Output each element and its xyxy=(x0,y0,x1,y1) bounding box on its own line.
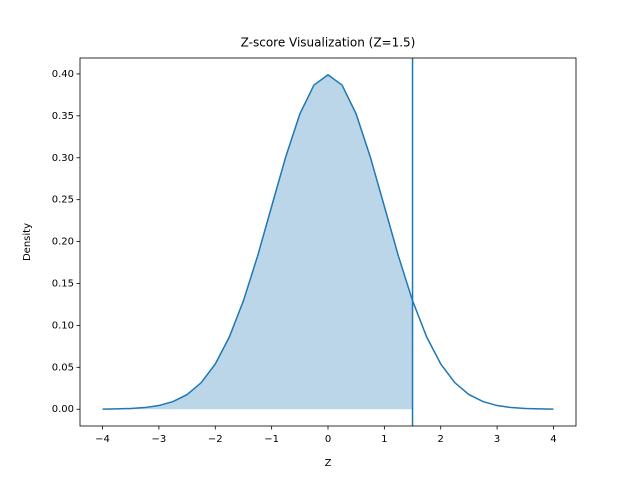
y-axis-label: Density xyxy=(22,223,33,261)
x-tick-label: −1 xyxy=(264,434,279,445)
x-tick-label: 2 xyxy=(438,434,444,445)
x-tick-label: −4 xyxy=(95,434,110,445)
y-tick-label: 0.35 xyxy=(52,111,74,122)
y-tick-label: 0.25 xyxy=(52,195,74,206)
y-tick-label: 0.20 xyxy=(52,237,74,248)
y-tick-label: 0.05 xyxy=(52,362,74,373)
x-tick-label: 3 xyxy=(494,434,500,445)
x-tick-label: 0 xyxy=(325,434,331,445)
y-tick-label: 0.30 xyxy=(52,153,74,164)
x-tick-label: −2 xyxy=(208,434,223,445)
y-tick-label: 0.40 xyxy=(52,69,74,80)
y-tick-label: 0.00 xyxy=(52,404,74,415)
shaded-area xyxy=(102,74,413,410)
y-tick-label: 0.15 xyxy=(52,278,74,289)
density-line xyxy=(102,73,554,410)
x-tick-label: −3 xyxy=(152,434,167,445)
y-tick-label: 0.10 xyxy=(52,320,74,331)
chart-title: Z-score Visualization (Z=1.5) xyxy=(241,36,416,50)
x-tick-label: 1 xyxy=(381,434,387,445)
x-tick-label: 4 xyxy=(550,434,556,445)
x-axis-label: Z xyxy=(325,458,332,469)
